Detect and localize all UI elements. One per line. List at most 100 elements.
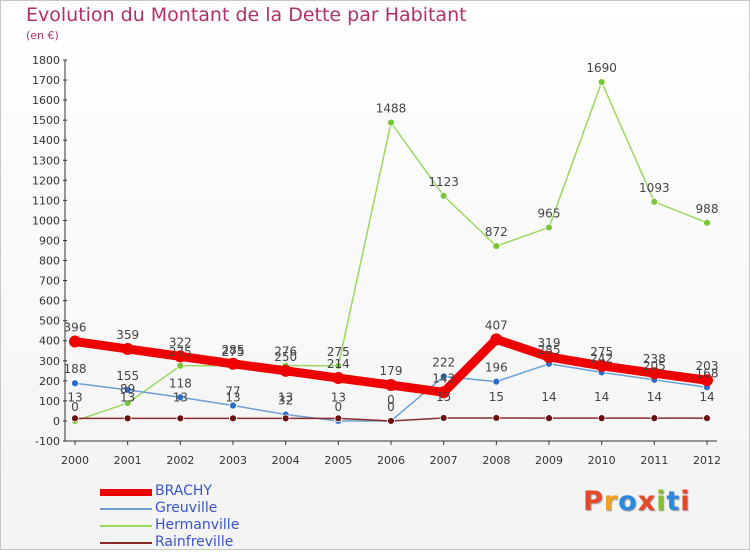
data-label: 285 <box>222 343 245 357</box>
data-label: 276 <box>274 345 297 359</box>
legend-swatch <box>100 508 152 510</box>
logo-letter: x <box>637 486 657 517</box>
data-point <box>332 372 345 385</box>
data-label: 275 <box>327 345 350 359</box>
data-point <box>71 379 79 388</box>
data-label: 179 <box>380 364 403 378</box>
data-point <box>703 218 711 227</box>
data-label: 250 <box>274 350 297 364</box>
data-label: 13 <box>67 390 82 404</box>
data-label: 155 <box>116 369 139 383</box>
y-tick-label: 1700 <box>32 74 60 87</box>
data-label: 14 <box>541 390 556 404</box>
data-point <box>69 335 81 348</box>
y-tick-label: 800 <box>39 255 60 268</box>
legend-item: Rainfreville <box>100 534 300 552</box>
x-tick-label: 2001 <box>114 454 142 467</box>
y-tick-label: 1000 <box>32 214 60 227</box>
data-point <box>650 414 659 423</box>
legend-label: Hermanville <box>155 517 240 533</box>
proxiti-logo: Proxiti <box>583 486 691 517</box>
x-tick-label: 2011 <box>640 454 668 467</box>
x-tick-label: 2003 <box>219 454 247 467</box>
data-label: 0 <box>387 400 395 414</box>
data-label: 196 <box>485 361 508 375</box>
data-point <box>701 374 713 387</box>
data-point <box>123 414 132 423</box>
data-label: 275 <box>169 345 192 359</box>
data-point <box>123 399 132 408</box>
data-label: 1093 <box>639 181 670 195</box>
data-label: 15 <box>436 390 451 404</box>
legend-swatch <box>100 542 152 544</box>
y-tick-label: 300 <box>39 355 60 368</box>
data-label: 396 <box>64 321 87 335</box>
data-label: 13 <box>278 390 293 404</box>
y-tick-label: 1200 <box>32 174 60 187</box>
legend-item: BRACHY <box>100 483 300 501</box>
y-tick-label: 900 <box>39 234 60 247</box>
legend-label: Rainfreville <box>155 534 234 550</box>
data-label: 275 <box>590 345 613 359</box>
data-label: 988 <box>696 202 719 216</box>
data-label: 13 <box>120 390 135 404</box>
data-label: 872 <box>485 225 508 239</box>
x-tick-label: 2008 <box>482 454 510 467</box>
data-label: 14 <box>699 390 714 404</box>
x-tick-label: 2005 <box>324 454 352 467</box>
logo-letter: r <box>603 486 619 517</box>
data-point <box>490 333 503 346</box>
data-point <box>176 393 185 402</box>
logo-letter: P <box>583 486 604 517</box>
data-label: 1690 <box>586 61 617 75</box>
data-point <box>543 350 555 363</box>
data-point <box>176 361 185 370</box>
data-point <box>281 414 290 423</box>
data-point <box>439 191 448 200</box>
data-label: 359 <box>116 328 139 342</box>
data-label: 242 <box>590 351 613 365</box>
data-point <box>545 414 553 423</box>
data-point <box>334 414 343 423</box>
data-point <box>597 414 606 423</box>
data-point <box>387 118 395 127</box>
data-point <box>227 357 239 370</box>
legend-swatch <box>100 525 152 527</box>
data-label: 322 <box>169 335 192 349</box>
data-label: 89 <box>120 382 135 396</box>
x-tick-label: 2012 <box>693 454 721 467</box>
chart-subtitle: (en €) <box>26 29 59 42</box>
data-label: 77 <box>225 385 240 399</box>
data-label: 203 <box>696 359 719 373</box>
data-label: 0 <box>335 400 343 414</box>
data-label: 319 <box>538 336 561 350</box>
y-tick-label: 700 <box>39 275 60 288</box>
data-label: 13 <box>331 390 346 404</box>
logo-letter: t <box>666 486 681 517</box>
y-tick-label: 100 <box>39 395 60 408</box>
data-point <box>387 417 395 425</box>
data-label: 15 <box>489 390 504 404</box>
data-point <box>492 414 501 422</box>
data-point <box>650 197 659 206</box>
chart-legend: BRACHY Greuville Hermanville Rainfreville <box>100 483 300 552</box>
data-label: 143 <box>432 371 455 385</box>
data-point <box>123 385 132 394</box>
data-label: 13 <box>225 390 240 404</box>
y-tick-label: 1500 <box>32 114 60 127</box>
data-point <box>229 414 237 423</box>
data-label: 275 <box>222 345 245 359</box>
y-tick-label: -100 <box>35 435 60 448</box>
x-tick-label: 2010 <box>588 454 616 467</box>
data-point <box>648 367 661 380</box>
data-point <box>545 223 553 232</box>
data-label: 407 <box>485 318 508 332</box>
data-label: 214 <box>327 357 350 371</box>
data-point <box>229 401 237 410</box>
data-label: 205 <box>643 359 666 373</box>
x-tick-label: 2009 <box>535 454 563 467</box>
data-point <box>492 377 501 386</box>
data-point <box>703 414 711 423</box>
data-point <box>385 379 397 392</box>
